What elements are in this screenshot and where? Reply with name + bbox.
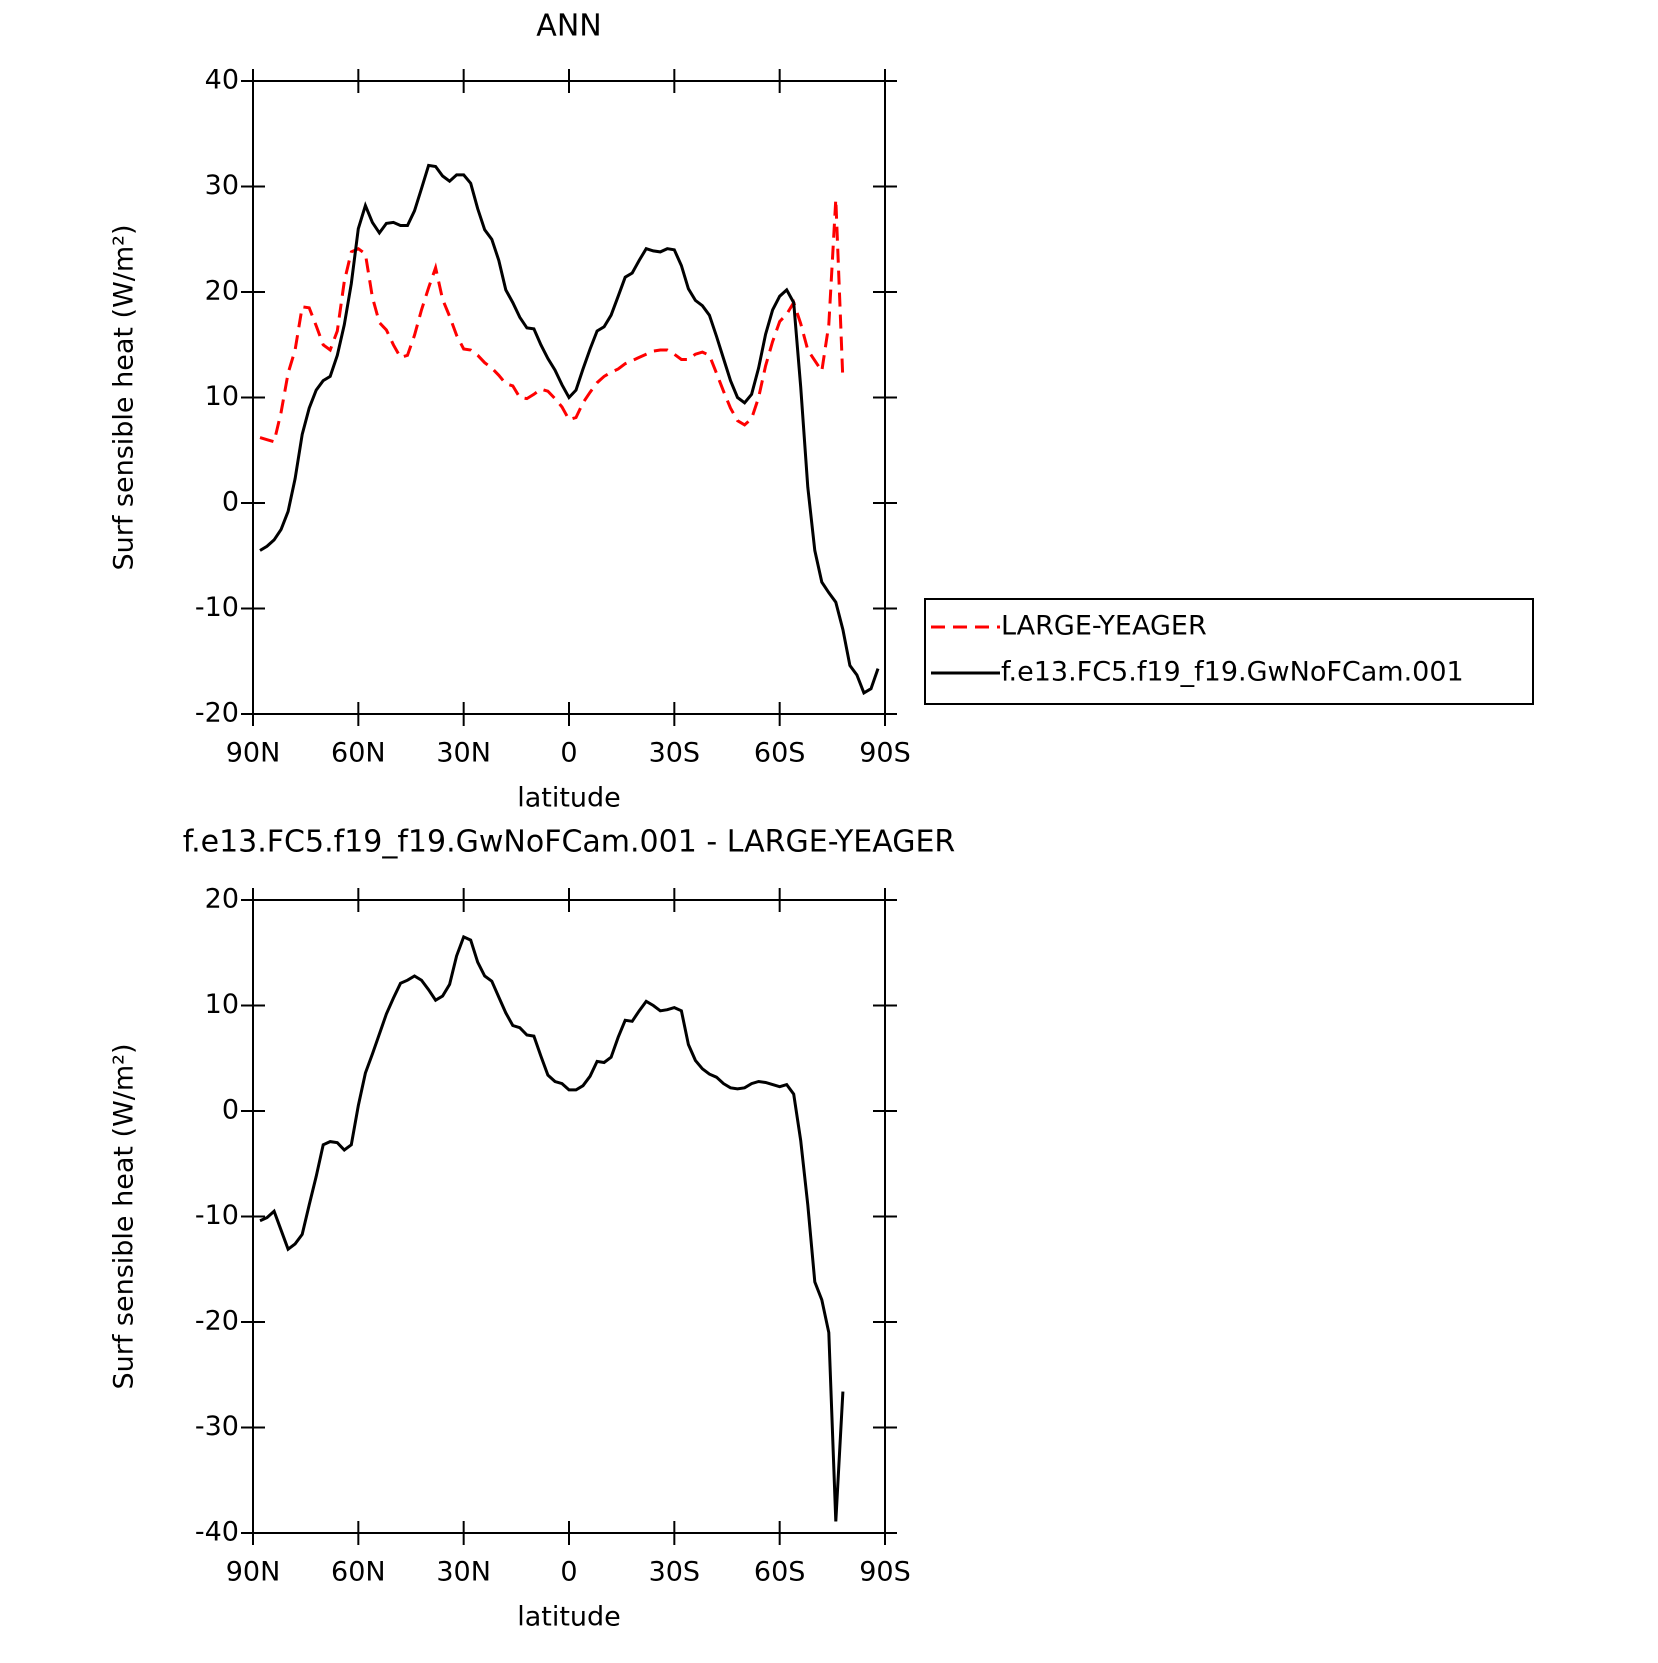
x-tick-label: 60S xyxy=(754,1557,806,1588)
x-tick-label: 30S xyxy=(649,738,701,769)
x-tick-label: 30S xyxy=(649,1557,701,1588)
x-tick-label: 0 xyxy=(560,1557,577,1588)
x-axis-label: latitude xyxy=(517,783,621,814)
y-tick-label: 20 xyxy=(205,884,239,915)
legend-label: LARGE-YEAGER xyxy=(1001,611,1207,642)
x-tick-label: 30N xyxy=(436,738,491,769)
x-tick-label: 90N xyxy=(226,738,281,769)
y-tick-label: 30 xyxy=(205,170,239,201)
y-tick-label: 20 xyxy=(205,276,239,307)
chart-title: f.e13.FC5.f19_f19.GwNoFCam.001 - LARGE-Y… xyxy=(183,825,956,860)
y-axis-label: Surf sensible heat (W/m²) xyxy=(109,1043,140,1389)
x-axis-label: latitude xyxy=(517,1602,621,1633)
y-tick-label: -30 xyxy=(195,1411,239,1442)
y-tick-label: -10 xyxy=(195,1200,239,1231)
y-tick-label: -40 xyxy=(195,1517,239,1548)
data-line xyxy=(259,199,845,444)
data-line xyxy=(259,934,845,1522)
x-tick-label: 60N xyxy=(331,738,386,769)
legend-label: f.e13.FC5.f19_f19.GwNoFCam.001 xyxy=(1001,657,1464,688)
x-tick-label: 90N xyxy=(226,1557,281,1588)
data-line xyxy=(259,163,880,696)
y-axis-label: Surf sensible heat (W/m²) xyxy=(109,224,140,570)
x-tick-label: 90S xyxy=(859,738,911,769)
y-tick-label: -10 xyxy=(195,592,239,623)
x-tick-label: 90S xyxy=(859,1557,911,1588)
chart-title: ANN xyxy=(536,9,601,44)
y-tick-label: 0 xyxy=(222,487,239,518)
y-tick-label: 0 xyxy=(222,1095,239,1126)
x-tick-label: 30N xyxy=(436,1557,491,1588)
y-tick-label: 10 xyxy=(205,989,239,1020)
y-tick-label: 40 xyxy=(205,65,239,96)
y-tick-label: -20 xyxy=(195,698,239,729)
x-tick-label: 60S xyxy=(754,738,806,769)
legend-box xyxy=(924,598,1534,705)
x-tick-label: 60N xyxy=(331,1557,386,1588)
plot-frame xyxy=(252,899,886,1534)
y-tick-label: 10 xyxy=(205,381,239,412)
x-tick-label: 0 xyxy=(560,738,577,769)
y-tick-label: -20 xyxy=(195,1306,239,1337)
